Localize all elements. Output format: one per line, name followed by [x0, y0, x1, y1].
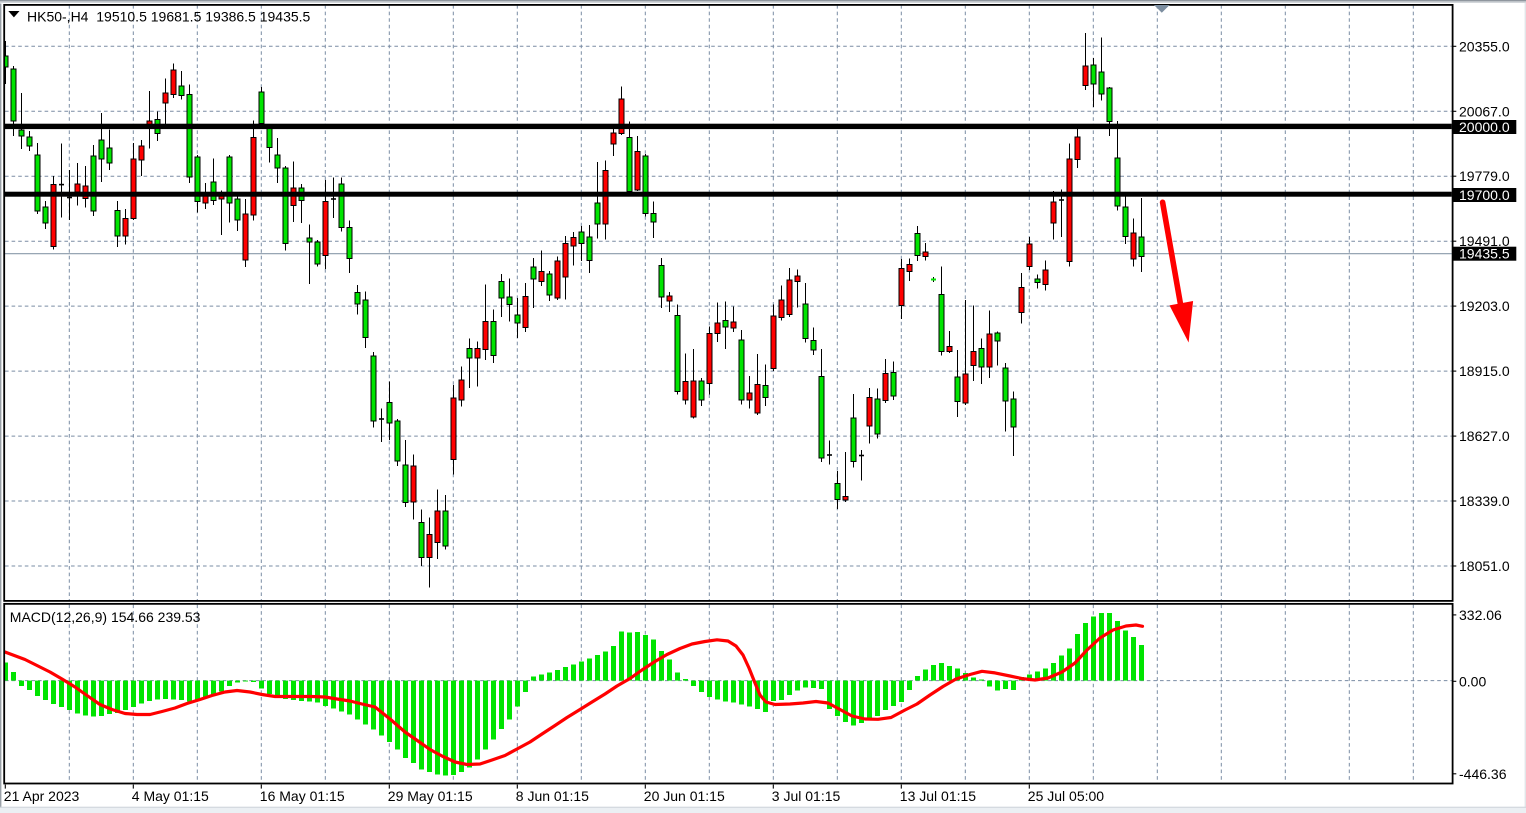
- svg-text:0.00: 0.00: [1459, 673, 1486, 689]
- svg-text:18627.0: 18627.0: [1459, 428, 1510, 444]
- svg-text:16 May 01:15: 16 May 01:15: [260, 788, 345, 804]
- svg-text:19203.0: 19203.0: [1459, 298, 1510, 314]
- svg-text:19779.0: 19779.0: [1459, 168, 1510, 184]
- svg-text:20000.0: 20000.0: [1459, 119, 1510, 135]
- svg-text:19491.0: 19491.0: [1459, 233, 1510, 249]
- svg-text:25 Jul 05:00: 25 Jul 05:00: [1028, 788, 1104, 804]
- svg-text:4 May 01:15: 4 May 01:15: [132, 788, 209, 804]
- svg-text:19435.5: 19435.5: [1459, 246, 1510, 262]
- svg-text:MACD(12,26,9) 154.66 239.53: MACD(12,26,9) 154.66 239.53: [10, 609, 201, 625]
- svg-text:3 Jul 01:15: 3 Jul 01:15: [772, 788, 841, 804]
- svg-text:332.06: 332.06: [1459, 607, 1502, 623]
- svg-text:20067.0: 20067.0: [1459, 103, 1510, 119]
- svg-text:-446.36: -446.36: [1459, 766, 1507, 782]
- svg-text:18339.0: 18339.0: [1459, 493, 1510, 509]
- svg-text:20 Jun 01:15: 20 Jun 01:15: [644, 788, 725, 804]
- svg-text:29 May 01:15: 29 May 01:15: [388, 788, 473, 804]
- svg-text:18915.0: 18915.0: [1459, 363, 1510, 379]
- svg-text:13 Jul 01:15: 13 Jul 01:15: [900, 788, 976, 804]
- svg-text:HK50-,H4 19510.5 19681.5 1938: HK50-,H4 19510.5 19681.5 19386.5 19435.5: [27, 8, 311, 24]
- svg-text:18051.0: 18051.0: [1459, 558, 1510, 574]
- svg-text:19700.0: 19700.0: [1459, 187, 1510, 203]
- svg-text:20355.0: 20355.0: [1459, 38, 1510, 54]
- svg-text:21 Apr 2023: 21 Apr 2023: [4, 788, 80, 804]
- svg-text:8 Jun 01:15: 8 Jun 01:15: [516, 788, 589, 804]
